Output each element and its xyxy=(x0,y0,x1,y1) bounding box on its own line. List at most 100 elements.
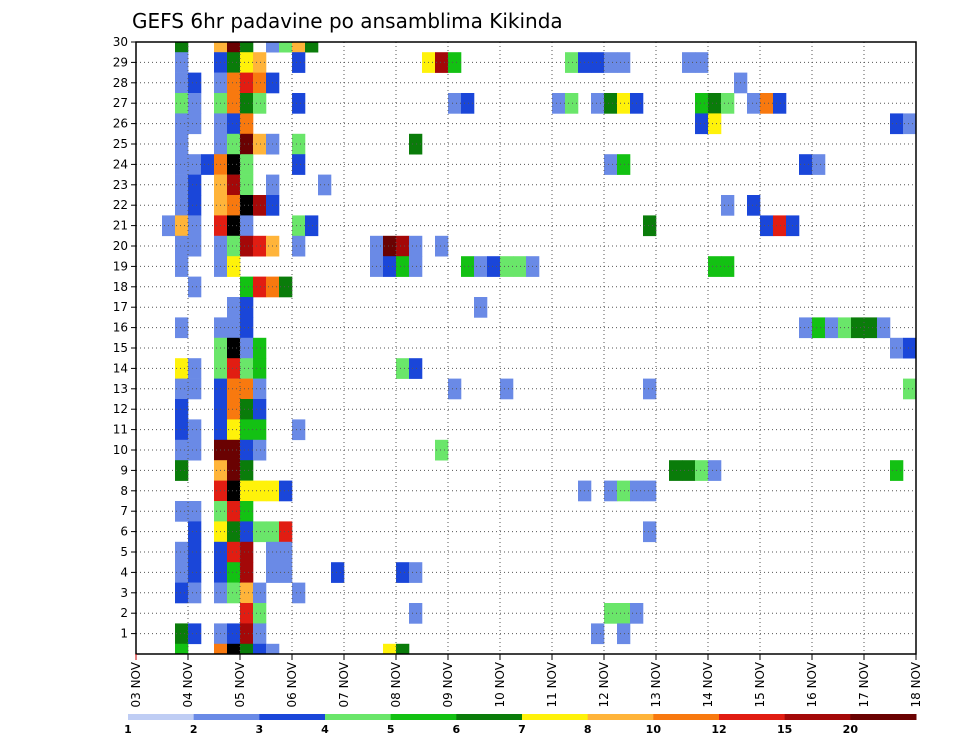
heatmap-cell xyxy=(409,562,423,583)
y-tick-label: 26 xyxy=(113,117,128,131)
heatmap-cell xyxy=(253,337,267,359)
heatmap-cell xyxy=(240,439,254,461)
heatmap-cell xyxy=(227,643,241,654)
y-tick-label: 14 xyxy=(113,361,128,375)
colorbar-tick-label: 7 xyxy=(518,723,526,736)
heatmap-cell xyxy=(227,623,241,645)
heatmap-cell xyxy=(409,256,423,277)
heatmap-cell xyxy=(175,419,189,441)
heatmap-cell xyxy=(253,195,267,216)
heatmap-cell xyxy=(188,113,202,135)
heatmap-cell xyxy=(617,603,631,624)
y-tick-label: 6 xyxy=(120,525,128,539)
heatmap-cell xyxy=(214,42,228,53)
heatmap-cell xyxy=(292,42,306,53)
y-tick-label: 15 xyxy=(113,341,128,355)
heatmap-cell xyxy=(175,133,189,155)
heatmap-cell xyxy=(188,276,202,298)
heatmap-cell xyxy=(396,562,410,583)
heatmap-cell xyxy=(253,480,267,502)
heatmap-cell xyxy=(227,358,241,379)
colorbar-tick-label: 8 xyxy=(584,723,592,736)
heatmap-cell xyxy=(240,603,254,624)
heatmap-cell xyxy=(240,358,254,379)
heatmap-cell xyxy=(695,460,709,481)
heatmap-cell xyxy=(175,358,189,379)
heatmap-cell xyxy=(409,358,423,379)
heatmap-cell xyxy=(396,643,410,654)
heatmap-cell xyxy=(188,235,202,257)
heatmap-cell xyxy=(227,72,241,94)
heatmap-cell xyxy=(240,480,254,502)
heatmap-cell xyxy=(760,93,774,114)
heatmap-cell xyxy=(188,501,202,522)
x-tick-label: 17 NOV xyxy=(857,661,871,707)
heatmap-cell xyxy=(227,460,241,481)
heatmap-cell xyxy=(227,174,241,196)
heatmap-cell xyxy=(747,93,761,114)
colorbar-swatch xyxy=(259,714,326,720)
heatmap-cell xyxy=(175,113,189,135)
heatmap-cell xyxy=(240,72,254,94)
heatmap-cell xyxy=(175,93,189,114)
x-tick-label: 18 NOV xyxy=(909,661,923,707)
heatmap-cell xyxy=(175,541,189,563)
heatmap-cell xyxy=(396,358,410,379)
heatmap-cell xyxy=(240,154,254,175)
x-tick-label: 11 NOV xyxy=(545,661,559,707)
heatmap-cell xyxy=(903,378,916,400)
heatmap-cell xyxy=(227,52,241,73)
heatmap-cell xyxy=(617,93,631,114)
heatmap-cell xyxy=(188,521,202,543)
heatmap-cell xyxy=(188,154,202,175)
chart-title: GEFS 6hr padavine po ansamblima Kikinda xyxy=(132,9,563,33)
heatmap-cell xyxy=(409,235,423,257)
heatmap-cell xyxy=(253,72,267,94)
heatmap-cell xyxy=(240,541,254,563)
heatmap-cell xyxy=(565,93,579,114)
heatmap-cell xyxy=(240,235,254,257)
heatmap-cell xyxy=(448,93,462,114)
heatmap-cell xyxy=(734,664,747,685)
heatmap-cell xyxy=(240,337,254,359)
x-tick-label: 09 NOV xyxy=(441,661,455,707)
heatmap-cell xyxy=(305,215,319,237)
heatmap-cell xyxy=(188,562,202,583)
heatmap-cell xyxy=(214,664,227,685)
heatmap-cell xyxy=(175,439,189,461)
heatmap-cell xyxy=(240,297,254,318)
heatmap-cell xyxy=(279,480,293,502)
heatmap-cell xyxy=(825,317,839,339)
heatmap-cell xyxy=(643,521,657,543)
colorbar-tick-label: 6 xyxy=(453,723,461,736)
colorbar-tick-label: 4 xyxy=(321,723,329,736)
heatmap-cell xyxy=(305,42,319,53)
heatmap-cell xyxy=(279,42,293,53)
heatmap-cell xyxy=(227,399,241,420)
heatmap-cell xyxy=(227,317,241,339)
x-tick-label: 15 NOV xyxy=(753,661,767,707)
heatmap-cell xyxy=(500,256,514,277)
heatmap-cell xyxy=(695,52,709,73)
heatmap-cell xyxy=(617,52,631,73)
heatmap-cell xyxy=(214,643,228,654)
heatmap-cell xyxy=(227,113,241,135)
heatmap-cell xyxy=(721,195,735,216)
heatmap-cell xyxy=(253,603,267,624)
heatmap-cell xyxy=(227,582,241,604)
heatmap-cell xyxy=(240,195,254,216)
heatmap-cell xyxy=(864,317,878,339)
heatmap-cell xyxy=(240,582,254,604)
heatmap-cell xyxy=(188,419,202,441)
heatmap-cell xyxy=(708,256,722,277)
heatmap-cell xyxy=(799,154,813,175)
heatmap-cell xyxy=(240,174,254,196)
heatmap-cell xyxy=(279,276,293,298)
colorbar: 1 2 3 4 5 6 7 8 10 12 15 20 xyxy=(124,714,917,736)
y-tick-label: 5 xyxy=(120,545,128,559)
x-tick-label: 03 NOV xyxy=(129,661,143,707)
heatmap-cell xyxy=(331,562,345,583)
heatmap-cell xyxy=(227,521,241,543)
heatmap-cell xyxy=(604,52,618,73)
heatmap-cell xyxy=(773,215,787,237)
